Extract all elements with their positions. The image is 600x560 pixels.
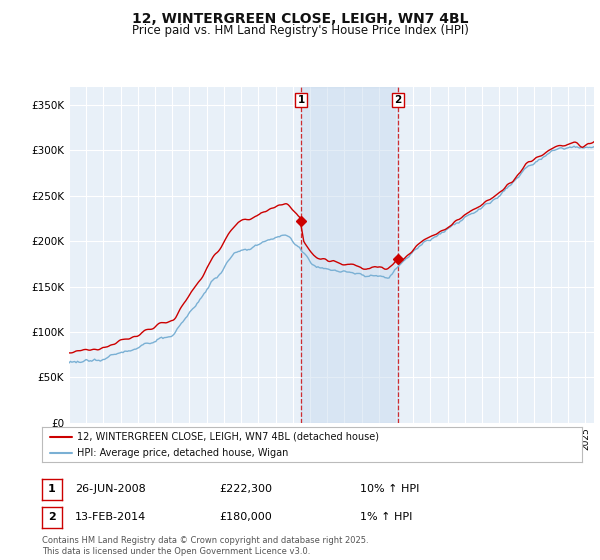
Bar [301, 87, 398, 423]
Text: 1: 1 [48, 484, 56, 494]
Text: 1% ↑ HPI: 1% ↑ HPI [360, 512, 412, 522]
Text: 1: 1 [298, 95, 305, 105]
Text: HPI: Average price, detached house, Wigan: HPI: Average price, detached house, Wiga… [77, 447, 289, 458]
Text: £180,000: £180,000 [219, 512, 272, 522]
Text: Price paid vs. HM Land Registry's House Price Index (HPI): Price paid vs. HM Land Registry's House … [131, 24, 469, 37]
Text: £222,300: £222,300 [219, 484, 272, 494]
Text: Contains HM Land Registry data © Crown copyright and database right 2025.
This d: Contains HM Land Registry data © Crown c… [42, 536, 368, 556]
Text: 12, WINTERGREEN CLOSE, LEIGH, WN7 4BL: 12, WINTERGREEN CLOSE, LEIGH, WN7 4BL [132, 12, 468, 26]
Text: 2: 2 [394, 95, 402, 105]
Text: 10% ↑ HPI: 10% ↑ HPI [360, 484, 419, 494]
Text: 2: 2 [48, 512, 56, 522]
Text: 13-FEB-2014: 13-FEB-2014 [75, 512, 146, 522]
Text: 26-JUN-2008: 26-JUN-2008 [75, 484, 146, 494]
Text: 12, WINTERGREEN CLOSE, LEIGH, WN7 4BL (detached house): 12, WINTERGREEN CLOSE, LEIGH, WN7 4BL (d… [77, 432, 379, 442]
